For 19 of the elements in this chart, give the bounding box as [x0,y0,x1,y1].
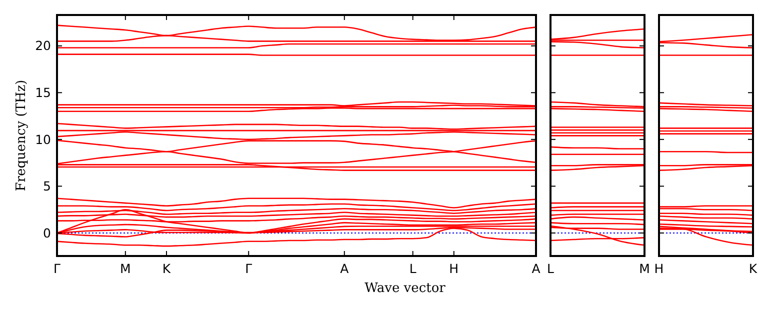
y-tick-label: 0 [43,225,52,240]
y-tick-label: 15 [35,85,51,100]
x-tick-label: K [748,261,758,276]
x-tick-label: L [547,261,554,276]
x-axis-title: Wave vector [364,281,446,296]
x-tick-label: M [120,261,131,276]
x-tick-label: A [340,261,350,276]
y-tick-label: 5 [43,178,51,194]
x-tick-label: H [449,261,459,276]
x-tick-label: M [639,261,650,276]
x-tick-label: A [532,261,541,276]
y-axis-title: Frequency (THz) [14,80,29,192]
x-tick-label: Γ [54,261,61,276]
y-tick-label: 20 [35,38,52,54]
x-tick-label: L [409,261,416,276]
x-tick-label: H [654,261,664,276]
x-tick-label: K [162,261,172,276]
y-tick-label: 10 [35,132,52,147]
x-tick-label: Γ [245,261,252,276]
